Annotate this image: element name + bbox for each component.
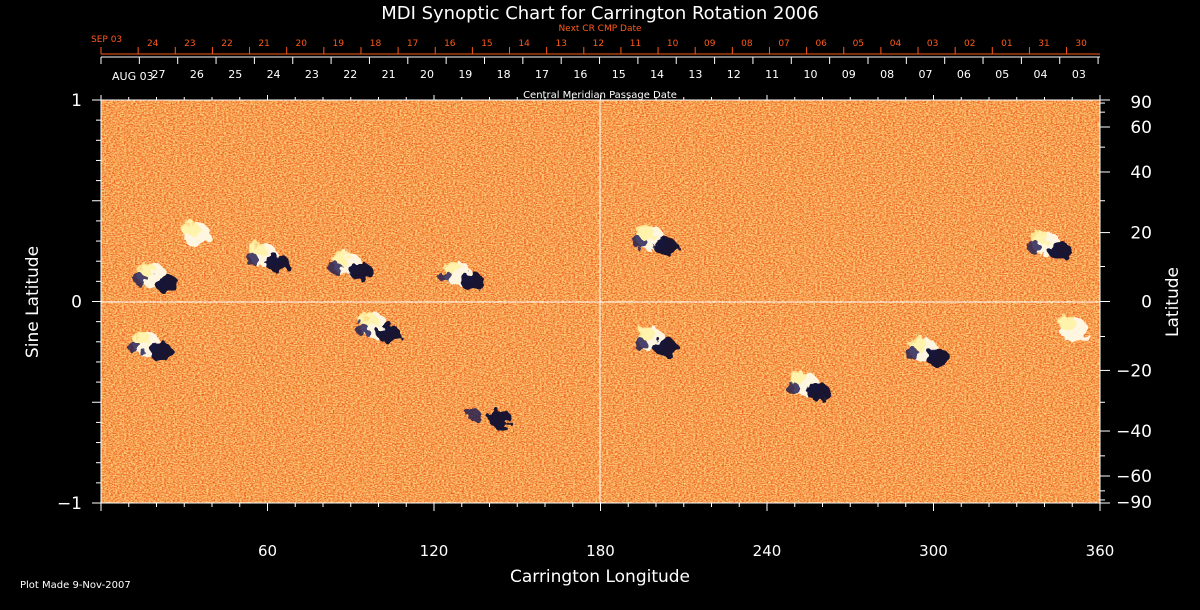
next-cmp-date-label: 23 — [184, 39, 195, 49]
next-cmp-date-label: 21 — [258, 39, 269, 49]
next-cmp-date-label: 31 — [1038, 39, 1049, 49]
cmp-date-label: 21 — [382, 68, 396, 81]
next-cmp-ticks: 24 23 22 21 20 19 18 17 16 15 14 13 12 11 10 09 08 07 06 05… — [100, 39, 1087, 54]
lat-tick-label: −40 — [1116, 422, 1152, 442]
active-region — [1058, 316, 1088, 342]
cmp-date-label: 20 — [420, 68, 434, 81]
active-region — [327, 250, 373, 281]
cmp-date-label: 11 — [765, 68, 779, 81]
cmp-date-label: 05 — [995, 68, 1009, 81]
next-cmp-date-label: 22 — [221, 39, 232, 49]
x-tick-label: 300 — [919, 542, 948, 560]
cmp-date-label: 18 — [497, 68, 511, 81]
lat-tick-label: −90 — [1116, 493, 1152, 513]
cmp-date-label: 26 — [190, 68, 204, 81]
cmp-date-label: 23 — [305, 68, 319, 81]
next-cmp-start-label: SEP 03 — [91, 35, 122, 45]
lat-tick-label: 60 — [1130, 118, 1152, 138]
lat-tick-label: 0 — [1141, 293, 1152, 313]
x-tick-label: 360 — [1086, 542, 1115, 560]
lat-tick-label: 40 — [1130, 163, 1152, 183]
cmp-date-label: 12 — [727, 68, 741, 81]
cmp-date-label: 08 — [880, 68, 894, 81]
longitude-axis: 60 120 180 240 300 360 — [100, 95, 1115, 560]
next-cmp-date-label: 08 — [741, 39, 753, 49]
next-cmp-date-label: 11 — [630, 39, 641, 49]
cmp-ticks: 27 26 25 24 23 22 21 20 19 18 17 16 15 14 13 12 11 10 09 08… — [100, 57, 1099, 81]
lat-tick-label: 20 — [1130, 224, 1152, 244]
next-cmp-date-label: 04 — [890, 39, 902, 49]
next-cmp-date-label: 12 — [593, 39, 604, 49]
next-cmp-date-label: 13 — [555, 39, 566, 49]
active-region — [133, 262, 179, 293]
x-tick-label: 240 — [753, 542, 782, 560]
lat-tick-label: −20 — [1116, 361, 1152, 381]
y-tick-label: −1 — [57, 494, 82, 514]
sine-latitude-axis: 1 0 −1 — [57, 91, 101, 514]
y2-axis-label: Latitude — [1163, 267, 1183, 337]
cmp-date-label: 17 — [535, 68, 549, 81]
next-cmp-date-label: 09 — [704, 39, 716, 49]
next-cmp-date-label: 19 — [333, 39, 345, 49]
y-tick-label: 0 — [71, 293, 82, 313]
x-axis-label: Carrington Longitude — [510, 567, 690, 587]
next-cmp-date-label: 03 — [927, 39, 938, 49]
next-cmp-date-label: 01 — [1001, 39, 1012, 49]
active-region — [904, 336, 950, 367]
active-region — [466, 408, 512, 428]
next-cmp-date-label: 20 — [296, 39, 308, 49]
cmp-date-label: 04 — [1034, 68, 1048, 81]
next-cmp-date-label: 14 — [518, 39, 530, 49]
active-region — [438, 260, 484, 291]
y-axis-label: Sine Latitude — [23, 246, 43, 358]
active-region — [355, 312, 401, 343]
next-cmp-date-label: 30 — [1075, 39, 1087, 49]
cmp-date-label: 13 — [688, 68, 702, 81]
y-tick-label: 1 — [71, 91, 82, 111]
active-region — [127, 330, 173, 361]
cmp-date-label: 16 — [573, 68, 587, 81]
cmp-date-label: 27 — [152, 68, 166, 81]
cmp-date-label: 06 — [957, 68, 971, 81]
active-region — [1027, 230, 1073, 261]
chart-title: MDI Synoptic Chart for Carrington Rotati… — [381, 3, 819, 24]
cmp-date-label: 25 — [228, 68, 242, 81]
active-region — [785, 371, 831, 402]
next-cmp-date-label: 06 — [815, 39, 827, 49]
cmp-date-label: 19 — [458, 68, 472, 81]
cmp-date-label: 24 — [267, 68, 281, 81]
cmp-date-label: 22 — [343, 68, 357, 81]
x-tick-label: 60 — [258, 542, 277, 560]
next-cmp-date-label: 24 — [147, 39, 159, 49]
next-cmp-date-label: 15 — [481, 39, 492, 49]
next-cmp-date-label: 05 — [853, 39, 864, 49]
cmp-date-label: 09 — [842, 68, 856, 81]
cmp-date-label: 15 — [612, 68, 626, 81]
next-cmp-date-label: 10 — [667, 39, 679, 49]
lat-tick-label: −60 — [1116, 467, 1152, 487]
cmp-date-label: 10 — [803, 68, 817, 81]
next-cmp-date-label: 16 — [444, 39, 456, 49]
cmp-date-label: 07 — [919, 68, 933, 81]
plot-made-footer: Plot Made 9-Nov-2007 — [20, 580, 131, 591]
cmp-date-label: 03 — [1072, 68, 1086, 81]
active-region — [633, 226, 678, 257]
next-cmp-date-label: 02 — [964, 39, 975, 49]
cmp-date-label: 14 — [650, 68, 664, 81]
next-cmp-axis-title: Next CR CMP Date — [558, 24, 642, 34]
active-region — [181, 222, 211, 248]
latitude-axis: 90 60 40 20 0 −20 −40 −60 −90 — [1100, 93, 1152, 513]
active-region — [244, 242, 290, 273]
active-region — [633, 326, 678, 357]
next-cmp-date-label: 07 — [778, 39, 789, 49]
lat-tick-label: 90 — [1130, 93, 1152, 113]
active-regions — [127, 222, 1088, 428]
x-tick-label: 180 — [586, 542, 615, 560]
next-cmp-date-label: 17 — [407, 39, 418, 49]
cmp-start-label: AUG 03 — [112, 70, 154, 83]
next-cmp-date-label: 18 — [370, 39, 382, 49]
x-tick-label: 120 — [420, 542, 449, 560]
